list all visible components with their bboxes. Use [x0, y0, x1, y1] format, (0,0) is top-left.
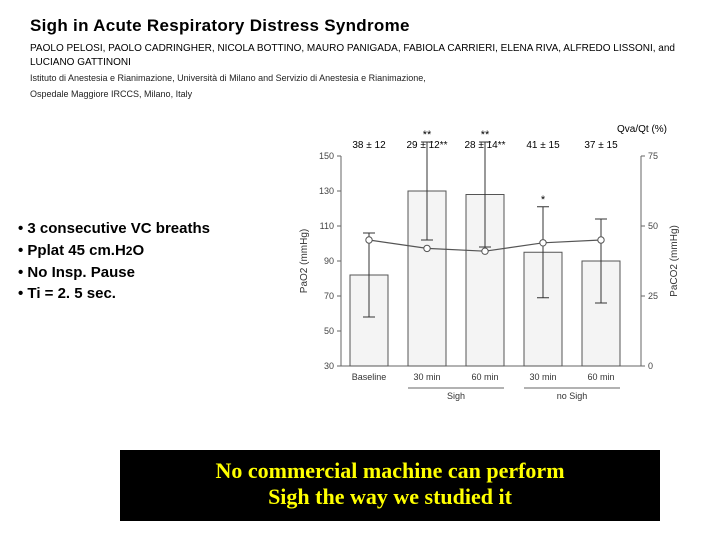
affiliation-line-1: Istituto di Anestesia e Rianimazione, Un… [30, 73, 700, 85]
svg-text:**: ** [423, 129, 432, 141]
svg-text:30 min: 30 min [413, 372, 440, 382]
svg-text:60 min: 60 min [471, 372, 498, 382]
bullet-3-text: No Insp. Pause [27, 264, 135, 281]
highlight-banner: No commercial machine can perform Sigh t… [120, 450, 660, 521]
svg-text:75: 75 [648, 151, 658, 161]
svg-text:90: 90 [324, 256, 334, 266]
svg-text:PaO2 (mmHg): PaO2 (mmHg) [299, 229, 310, 293]
svg-text:110: 110 [320, 221, 334, 231]
svg-text:30: 30 [324, 361, 334, 371]
svg-text:60 min: 60 min [587, 372, 614, 382]
author-list: PAOLO PELOSI, PAOLO CADRINGHER, NICOLA B… [30, 42, 700, 69]
svg-text:Qva/Qt (%): Qva/Qt (%) [617, 124, 667, 135]
bullet-1: • 3 consecutive VC breaths [18, 218, 210, 240]
banner-line-2: Sigh the way we studied it [134, 484, 646, 510]
svg-text:25: 25 [648, 291, 658, 301]
bullet-1-text: 3 consecutive VC breaths [27, 220, 210, 237]
svg-text:41 ± 15: 41 ± 15 [526, 140, 560, 151]
svg-text:150: 150 [319, 151, 334, 161]
svg-text:no Sigh: no Sigh [557, 391, 588, 401]
svg-text:38 ± 12: 38 ± 12 [352, 140, 386, 151]
svg-text:Sigh: Sigh [447, 391, 465, 401]
svg-text:30 min: 30 min [529, 372, 556, 382]
svg-text:Baseline: Baseline [352, 372, 387, 382]
svg-text:50: 50 [324, 326, 334, 336]
bullet-4: • Ti = 2. 5 sec. [18, 283, 210, 305]
svg-text:**: ** [481, 129, 490, 141]
bullet-list: • 3 consecutive VC breaths • Pplat 45 cm… [18, 218, 210, 305]
bullet-4-text: Ti = 2. 5 sec. [27, 285, 116, 302]
svg-text:0: 0 [648, 361, 653, 371]
svg-text:130: 130 [319, 186, 334, 196]
bullet-2-text-b: O [132, 242, 144, 259]
svg-text:*: * [541, 194, 546, 206]
svg-text:70: 70 [324, 291, 334, 301]
figure-chart: Qva/Qt (%)38 ± 1229 ± 12**28 ± 14**41 ± … [295, 120, 705, 430]
svg-text:PaCO2 (mmHg): PaCO2 (mmHg) [669, 225, 680, 297]
bullet-2: • Pplat 45 cm.H2O [18, 240, 210, 262]
affiliation-line-2: Ospedale Maggiore IRCCS, Milano, Italy [30, 89, 700, 101]
paper-title: Sigh in Acute Respiratory Distress Syndr… [30, 16, 700, 36]
svg-text:37 ± 15: 37 ± 15 [584, 140, 618, 151]
banner-line-1: No commercial machine can perform [134, 458, 646, 484]
bullet-2-text-a: Pplat 45 cm.H [27, 242, 125, 259]
bullet-3: • No Insp. Pause [18, 262, 210, 284]
svg-text:50: 50 [648, 221, 658, 231]
